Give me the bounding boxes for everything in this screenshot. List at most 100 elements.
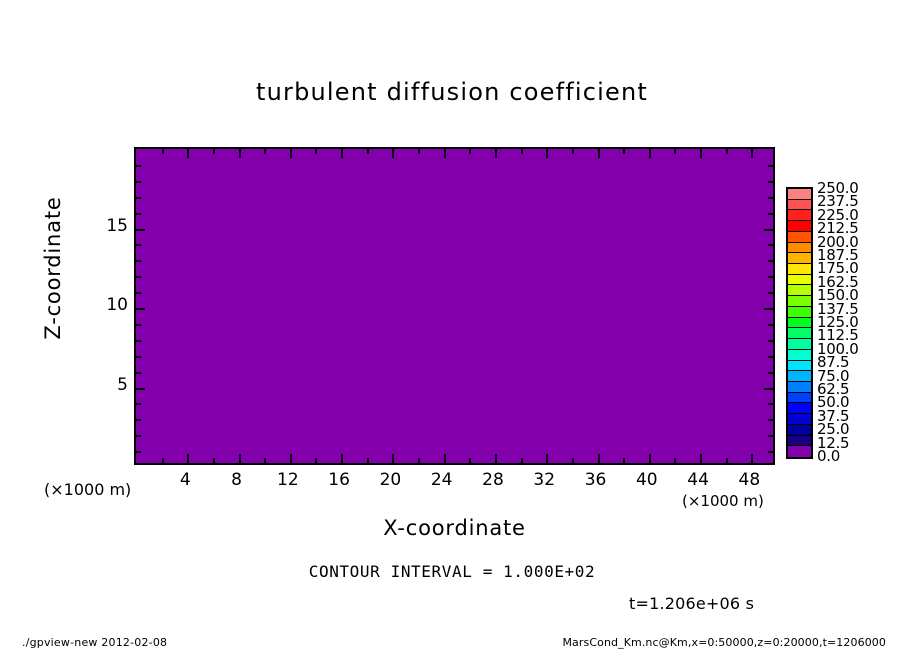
x-tick-mark (623, 458, 626, 463)
colorbar-tick-label: 75.0 (817, 366, 850, 385)
y-axis-title: Z-coordinate (41, 196, 65, 340)
y-tick-mark (768, 355, 773, 358)
colorbar-tick-label: 187.5 (817, 246, 859, 264)
contour-field (136, 149, 773, 463)
x-tick-mark (264, 458, 267, 463)
colorbar-band (788, 381, 811, 393)
x-tick-label: 20 (379, 470, 402, 490)
colorbar-band (788, 403, 811, 415)
colorbar-band (788, 306, 811, 318)
x-tick-mark (520, 458, 523, 463)
x-tick-label: 16 (328, 470, 350, 490)
x-tick-mark (392, 149, 395, 158)
colorbar-tick-label: 0.0 (817, 447, 840, 465)
y-tick-mark (768, 435, 773, 438)
plot-area (134, 147, 775, 465)
y-axis-tick-labels: 5 10 15 (86, 147, 128, 465)
x-tick-mark (520, 149, 523, 154)
colorbar-tick-label: 112.5 (817, 326, 859, 345)
x-tick-mark (341, 454, 344, 463)
x-tick-mark (648, 149, 651, 158)
colorbar-band (788, 296, 811, 307)
colorbar-tick-label: 125.0 (817, 313, 859, 331)
x-tick-mark (187, 149, 190, 158)
footer-command-label: ./gpview-new 2012-02-08 (22, 636, 168, 649)
x-tick-mark (366, 149, 369, 154)
colorbar-tick-label: 87.5 (817, 353, 850, 372)
x-tick-label: 40 (635, 470, 658, 490)
colorbar-tick-label: 100.0 (817, 339, 859, 358)
colorbar-band (788, 414, 811, 425)
x-tick-mark (571, 149, 574, 154)
x-tick-label: 36 (584, 470, 607, 490)
y-tick-mark (764, 228, 773, 231)
x-tick-mark (366, 458, 369, 463)
colorbar-band (788, 349, 811, 361)
x-tick-mark (597, 454, 600, 463)
colorbar-band (788, 371, 811, 382)
y-tick-mark (768, 276, 773, 279)
colorbar-tick-label: 12.5 (817, 433, 850, 452)
x-tick-label: 48 (738, 470, 761, 490)
y-tick-mark (764, 387, 773, 390)
y-tick-mark (768, 419, 773, 422)
y-tick-mark (768, 164, 773, 167)
colorbar-band (788, 210, 811, 222)
y-tick-mark (136, 164, 141, 167)
x-tick-mark (161, 458, 164, 463)
colorbar-tick-label: 250.0 (817, 179, 859, 197)
x-tick-mark (212, 458, 215, 463)
x-tick-mark (571, 458, 574, 463)
x-axis-title: X-coordinate (383, 516, 526, 540)
y-tick-mark (136, 355, 141, 358)
x-tick-mark (443, 454, 446, 463)
x-tick-label: 8 (231, 470, 242, 490)
y-tick-mark (764, 308, 773, 310)
x-tick-mark (751, 454, 754, 463)
x-tick-mark (597, 149, 600, 158)
x-tick-mark (469, 458, 472, 463)
x-tick-mark (341, 149, 344, 158)
x-tick-mark (289, 149, 292, 158)
y-tick-label: 5 (117, 374, 128, 395)
y-tick-mark (136, 244, 141, 247)
x-tick-mark (212, 149, 215, 154)
y-tick-mark (768, 339, 773, 342)
x-tick-mark (751, 149, 754, 158)
x-tick-label: 4 (179, 470, 191, 490)
y-tick-mark (136, 180, 141, 183)
x-tick-label: 24 (430, 470, 453, 490)
x-tick-mark (546, 454, 549, 463)
x-tick-mark (623, 149, 626, 154)
colorbar-band (788, 231, 811, 243)
x-tick-mark (700, 149, 703, 158)
y-tick-mark (768, 371, 773, 374)
colorbar-tick-label: 37.5 (817, 406, 850, 425)
colorbar-band (788, 328, 811, 340)
y-tick-mark (136, 196, 141, 199)
y-tick-mark (768, 260, 773, 263)
y-tick-mark (136, 212, 141, 215)
x-tick-mark (187, 454, 190, 463)
y-tick-mark (136, 308, 145, 310)
colorbar-band (788, 360, 811, 372)
y-tick-mark (768, 451, 773, 454)
y-tick-mark (768, 180, 773, 183)
colorbar-tick-label: 62.5 (817, 380, 850, 398)
x-tick-mark (725, 458, 728, 463)
x-tick-mark (443, 149, 446, 158)
x-tick-label: 44 (687, 470, 709, 490)
colorbar-band (788, 199, 811, 211)
colorbar-band (788, 285, 811, 297)
x-tick-mark (315, 149, 318, 154)
y-tick-mark (136, 403, 141, 406)
colorbar-tick-label: 237.5 (817, 192, 859, 211)
x-axis-unit-left: (×1000 m) (44, 480, 132, 499)
x-tick-mark (289, 454, 292, 463)
y-tick-mark (136, 419, 141, 422)
footer-source-label: MarsCond_Km.nc@Km,x=0:50000,z=0:20000,t=… (562, 636, 886, 649)
colorbar (786, 187, 813, 459)
y-tick-mark (768, 196, 773, 199)
colorbar-tick-label: 137.5 (817, 299, 859, 318)
colorbar-tick-label: 212.5 (817, 219, 859, 238)
